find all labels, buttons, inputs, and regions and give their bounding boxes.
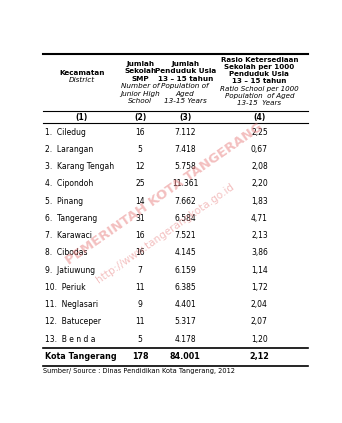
Text: 10.  Periuk: 10. Periuk xyxy=(45,283,86,292)
Text: Penduduk Usia: Penduduk Usia xyxy=(155,68,216,74)
Text: Ratio School per 1000: Ratio School per 1000 xyxy=(220,85,299,92)
Text: 14: 14 xyxy=(135,197,145,206)
Text: 3.  Karang Tengah: 3. Karang Tengah xyxy=(45,162,114,171)
Text: 31: 31 xyxy=(135,214,145,223)
Text: 4.145: 4.145 xyxy=(174,248,196,257)
Text: (3): (3) xyxy=(179,113,191,122)
Text: Junior High: Junior High xyxy=(120,91,160,97)
Text: Population  of Aged: Population of Aged xyxy=(225,93,294,99)
Text: 6.  Tangerang: 6. Tangerang xyxy=(45,214,97,223)
Text: Sumber/ Source : Dinas Pendidikan Kota Tangerang, 2012: Sumber/ Source : Dinas Pendidikan Kota T… xyxy=(43,368,235,374)
Text: 2,08: 2,08 xyxy=(251,162,268,171)
Text: 5.758: 5.758 xyxy=(174,162,196,171)
Text: 178: 178 xyxy=(132,352,148,361)
Text: Rasio Ketersediaan: Rasio Ketersediaan xyxy=(221,57,298,63)
Text: (4): (4) xyxy=(253,113,265,122)
Text: 16: 16 xyxy=(135,231,145,240)
Text: Aged: Aged xyxy=(176,91,195,97)
Text: 3,86: 3,86 xyxy=(251,248,268,257)
Text: SMP: SMP xyxy=(131,76,149,82)
Text: District: District xyxy=(69,77,95,83)
Text: 25: 25 xyxy=(135,179,145,188)
Text: 6.385: 6.385 xyxy=(174,283,196,292)
Text: 2,13: 2,13 xyxy=(251,231,268,240)
Text: (1): (1) xyxy=(76,113,88,122)
Text: 12: 12 xyxy=(135,162,145,171)
Text: 2,07: 2,07 xyxy=(251,317,268,327)
Text: 1,14: 1,14 xyxy=(251,266,268,275)
Text: 2.  Larangan: 2. Larangan xyxy=(45,145,93,154)
Text: Sekolah per 1000: Sekolah per 1000 xyxy=(224,64,294,70)
Text: 4.  Cipondoh: 4. Cipondoh xyxy=(45,179,93,188)
Text: 13-15  Years: 13-15 Years xyxy=(237,100,281,106)
Text: 84.001: 84.001 xyxy=(170,352,201,361)
Text: 7: 7 xyxy=(138,266,143,275)
Text: 4,71: 4,71 xyxy=(251,214,268,223)
Text: 2,25: 2,25 xyxy=(251,127,268,137)
Text: 13-15 Years: 13-15 Years xyxy=(164,98,207,104)
Text: 6.584: 6.584 xyxy=(174,214,196,223)
Text: 13 – 15 tahun: 13 – 15 tahun xyxy=(158,76,213,82)
Text: 2,12: 2,12 xyxy=(250,352,269,361)
Text: 5: 5 xyxy=(138,145,143,154)
Text: Jumlah: Jumlah xyxy=(171,61,199,67)
Text: 1,20: 1,20 xyxy=(251,335,268,343)
Text: 7.662: 7.662 xyxy=(174,197,196,206)
Text: 7.  Karawaci: 7. Karawaci xyxy=(45,231,92,240)
Text: http://www.tangerangkota.go.id: http://www.tangerangkota.go.id xyxy=(94,181,236,285)
Text: 0,67: 0,67 xyxy=(251,145,268,154)
Text: 11: 11 xyxy=(135,283,145,292)
Text: Sekolah: Sekolah xyxy=(124,68,156,74)
Text: 5.317: 5.317 xyxy=(174,317,196,327)
Text: 7.521: 7.521 xyxy=(174,231,196,240)
Text: 6.159: 6.159 xyxy=(174,266,196,275)
Text: School: School xyxy=(128,98,152,104)
Text: 9: 9 xyxy=(138,300,143,309)
Text: 7.418: 7.418 xyxy=(174,145,196,154)
Text: 7.112: 7.112 xyxy=(174,127,196,137)
Text: 2,20: 2,20 xyxy=(251,179,268,188)
Text: Kecamatan: Kecamatan xyxy=(59,70,105,76)
Text: 5.  Pinang: 5. Pinang xyxy=(45,197,83,206)
Text: 16: 16 xyxy=(135,127,145,137)
Text: 16: 16 xyxy=(135,248,145,257)
Text: PEMERINTAH KOTA TANGERANG: PEMERINTAH KOTA TANGERANG xyxy=(64,121,266,267)
Text: 5: 5 xyxy=(138,335,143,343)
Text: Jumlah: Jumlah xyxy=(126,61,154,67)
Text: 8.  Cibodas: 8. Cibodas xyxy=(45,248,87,257)
Text: 4.401: 4.401 xyxy=(174,300,196,309)
Text: 11: 11 xyxy=(135,317,145,327)
Text: Number of: Number of xyxy=(121,83,159,89)
Text: 4.178: 4.178 xyxy=(174,335,196,343)
Text: 1,72: 1,72 xyxy=(251,283,268,292)
Text: 1.  Ciledug: 1. Ciledug xyxy=(45,127,86,137)
Text: 13.  B e n d a: 13. B e n d a xyxy=(45,335,95,343)
Text: 13 – 15 tahun: 13 – 15 tahun xyxy=(232,78,287,84)
Text: (2): (2) xyxy=(134,113,146,122)
Text: 11.  Neglasari: 11. Neglasari xyxy=(45,300,98,309)
Text: 9.  Jatiuwung: 9. Jatiuwung xyxy=(45,266,95,275)
Text: 1,83: 1,83 xyxy=(251,197,268,206)
Text: Population of: Population of xyxy=(161,83,209,89)
Text: 2,04: 2,04 xyxy=(251,300,268,309)
Text: Kota Tangerang: Kota Tangerang xyxy=(45,352,117,361)
Text: 12.  Batuceper: 12. Batuceper xyxy=(45,317,101,327)
Text: 11.361: 11.361 xyxy=(172,179,198,188)
Text: Penduduk Usia: Penduduk Usia xyxy=(229,71,289,77)
